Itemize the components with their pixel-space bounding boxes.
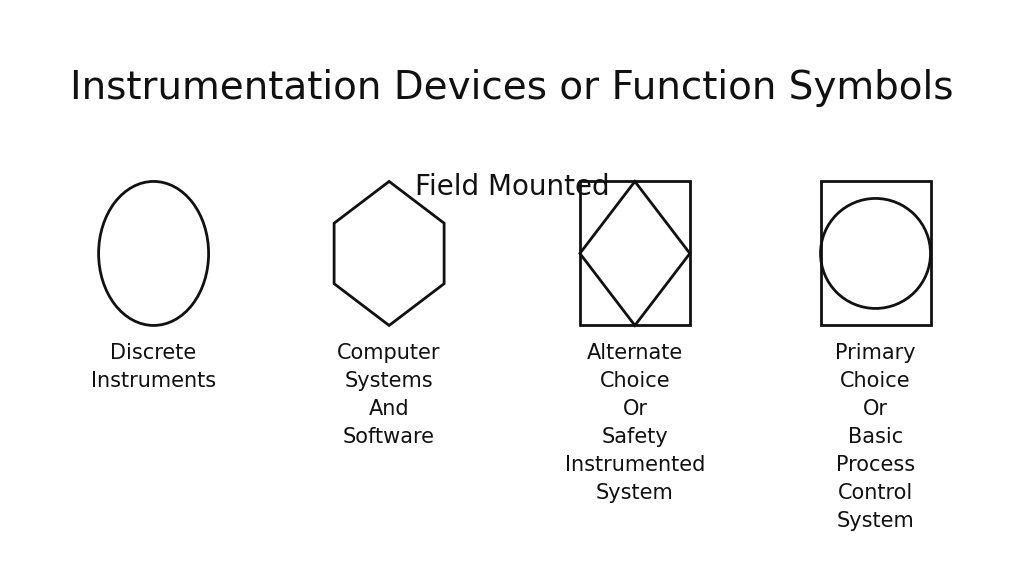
Text: Computer
Systems
And
Software: Computer Systems And Software <box>337 343 441 447</box>
Bar <box>820 181 931 325</box>
Text: Field Mounted: Field Mounted <box>415 173 609 201</box>
Text: Primary
Choice
Or
Basic
Process
Control
System: Primary Choice Or Basic Process Control … <box>836 343 915 530</box>
Text: Discrete
Instruments: Discrete Instruments <box>91 343 216 391</box>
Text: Instrumentation Devices or Function Symbols: Instrumentation Devices or Function Symb… <box>71 69 953 107</box>
Bar <box>580 181 690 325</box>
Text: Alternate
Choice
Or
Safety
Instrumented
System: Alternate Choice Or Safety Instrumented … <box>564 343 706 503</box>
